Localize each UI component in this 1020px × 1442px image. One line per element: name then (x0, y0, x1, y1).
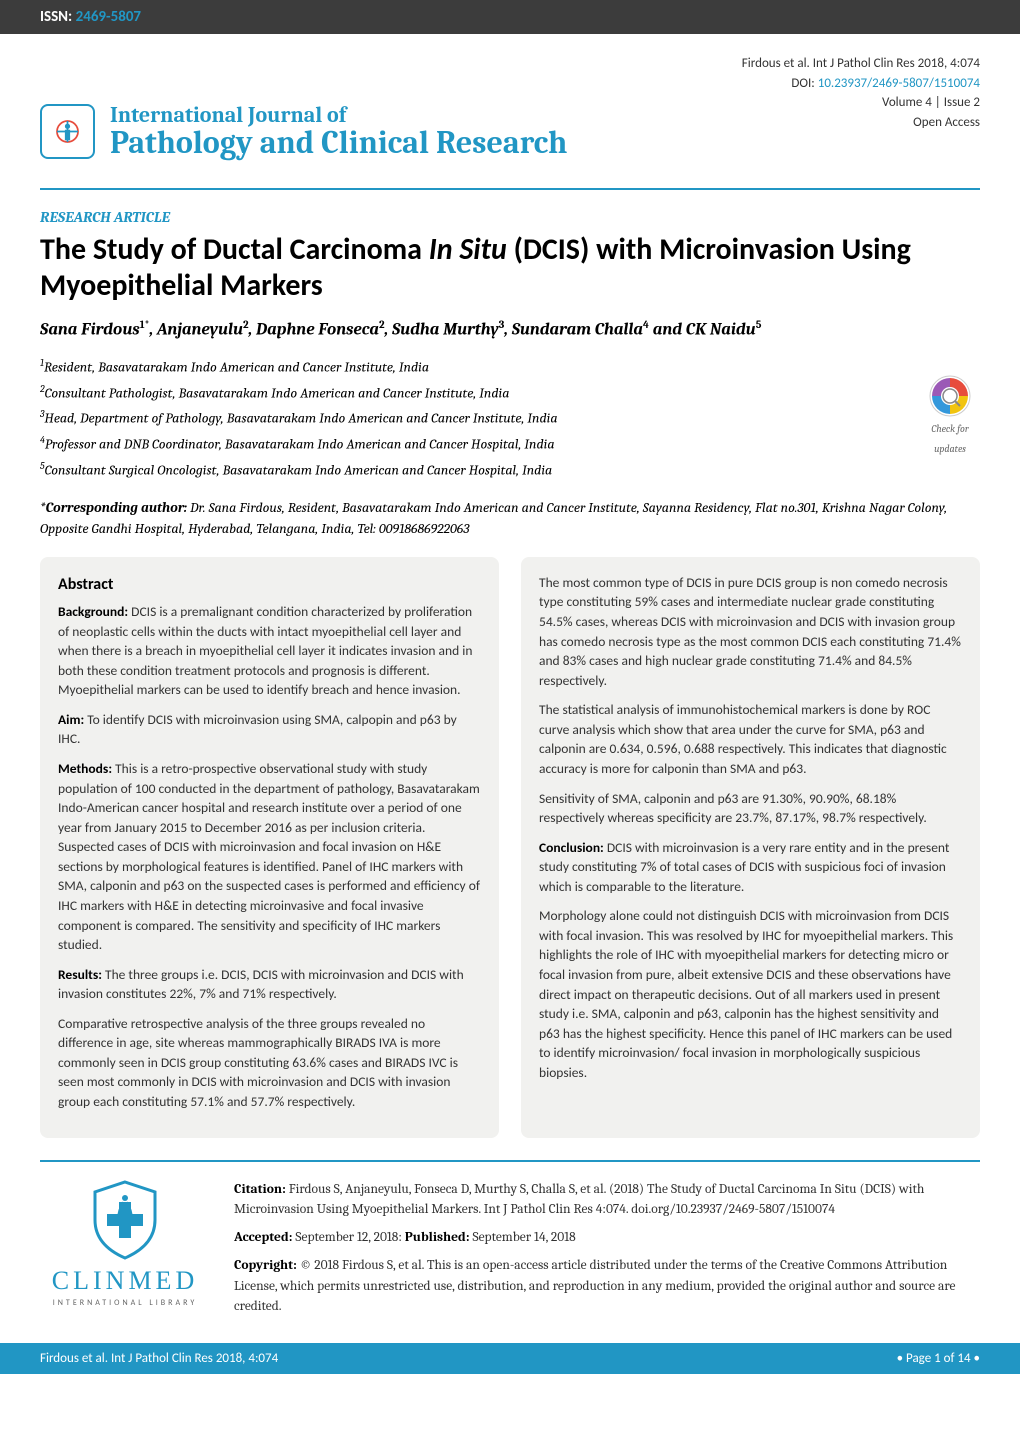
abstract-para: Comparative retrospective analysis of th… (58, 1014, 481, 1112)
crossmark-badge[interactable]: Check for updates (920, 374, 980, 458)
abstract-para: The most common type of DCIS in pure DCI… (539, 573, 962, 690)
page-footer: Firdous et al. Int J Pathol Clin Res 201… (0, 1343, 1020, 1374)
issn-label: ISSN: (40, 8, 72, 26)
abstract-left-col: Abstract Background: DCIS is a premalign… (40, 557, 499, 1138)
citation-para: Citation: Firdous S, Anjaneyulu, Fonseca… (234, 1180, 980, 1221)
crossmark-text2: updates (920, 440, 980, 458)
clinmed-name: CLINMED (40, 1266, 210, 1296)
abstract-para: Morphology alone could not distinguish D… (539, 906, 962, 1082)
journal-name: International Journal of Pathology and C… (110, 102, 980, 161)
shield-icon (90, 1180, 160, 1260)
affiliation-line: 1Resident, Basavatarakam Indo American a… (40, 354, 980, 380)
footer-right: • Page 1 of 14 • (897, 1351, 980, 1366)
affiliation-line: 3Head, Department of Pathology, Basavata… (40, 405, 980, 431)
abstract-para: Background: DCIS is a premalignant condi… (58, 602, 481, 700)
journal-icon (40, 104, 95, 159)
dates-para: Accepted: September 12, 2018: Published:… (234, 1228, 980, 1248)
doi-link[interactable]: 10.23937/2469-5807/1510074 (818, 76, 980, 91)
footer-block: CLINMED INTERNATIONAL LIBRARY Citation: … (0, 1162, 1020, 1344)
clinmed-logo: CLINMED INTERNATIONAL LIBRARY (40, 1180, 210, 1326)
abstract-right-col: The most common type of DCIS in pure DCI… (521, 557, 980, 1138)
article-title: The Study of Ductal Carcinoma In Situ (D… (40, 232, 980, 304)
citation-line: Firdous et al. Int J Pathol Clin Res 201… (40, 54, 980, 74)
abstract-para: The statistical analysis of immunohistoc… (539, 700, 962, 778)
abstract-para: Aim: To identify DCIS with microinvasion… (58, 710, 481, 749)
crossmark-icon (928, 374, 972, 418)
affiliation-line: 2Consultant Pathologist, Basavatarakam I… (40, 380, 980, 406)
article-type: RESEARCH ARTICLE (40, 208, 980, 226)
issn-bar: ISSN: 2469-5807 (0, 0, 1020, 34)
header-section: Firdous et al. Int J Pathol Clin Res 201… (0, 34, 1020, 176)
corresponding-label: *Corresponding author: (40, 499, 187, 516)
abstract-para: Methods: This is a retro-prospective obs… (58, 759, 481, 955)
abstract-para: Results: The three groups i.e. DCIS, DCI… (58, 965, 481, 1004)
clinmed-sub: INTERNATIONAL LIBRARY (40, 1298, 210, 1308)
article-meta: RESEARCH ARTICLE The Study of Ductal Car… (0, 190, 1020, 539)
abstract-para: Conclusion: DCIS with microinvasion is a… (539, 838, 962, 897)
issn-value: 2469-5807 (76, 8, 141, 26)
journal-row: International Journal of Pathology and C… (40, 102, 980, 161)
authors: Sana Firdous1*, Anjaneyulu2, Daphne Fons… (40, 318, 980, 340)
corresponding-author: *Corresponding author: Dr. Sana Firdous,… (40, 497, 980, 539)
affiliations: Check for updates 1Resident, Basavatarak… (40, 354, 980, 483)
journal-name-line2: Pathology and Clinical Research (110, 124, 980, 161)
affiliation-line: 5Consultant Surgical Oncologist, Basavat… (40, 457, 980, 483)
crossmark-text1: Check for (920, 420, 980, 438)
abstract-section: Abstract Background: DCIS is a premalign… (0, 539, 1020, 1138)
affiliation-line: 4Professor and DNB Coordinator, Basavata… (40, 431, 980, 457)
abstract-heading: Abstract (58, 573, 481, 596)
footer-left: Firdous et al. Int J Pathol Clin Res 201… (40, 1351, 278, 1366)
abstract-para: Sensitivity of SMA, calponin and p63 are… (539, 789, 962, 828)
copyright-para: Copyright: © 2018 Firdous S, et al. This… (234, 1256, 980, 1317)
footer-text: Citation: Firdous S, Anjaneyulu, Fonseca… (234, 1180, 980, 1326)
doi-line: DOI: 10.23937/2469-5807/1510074 (40, 74, 980, 94)
